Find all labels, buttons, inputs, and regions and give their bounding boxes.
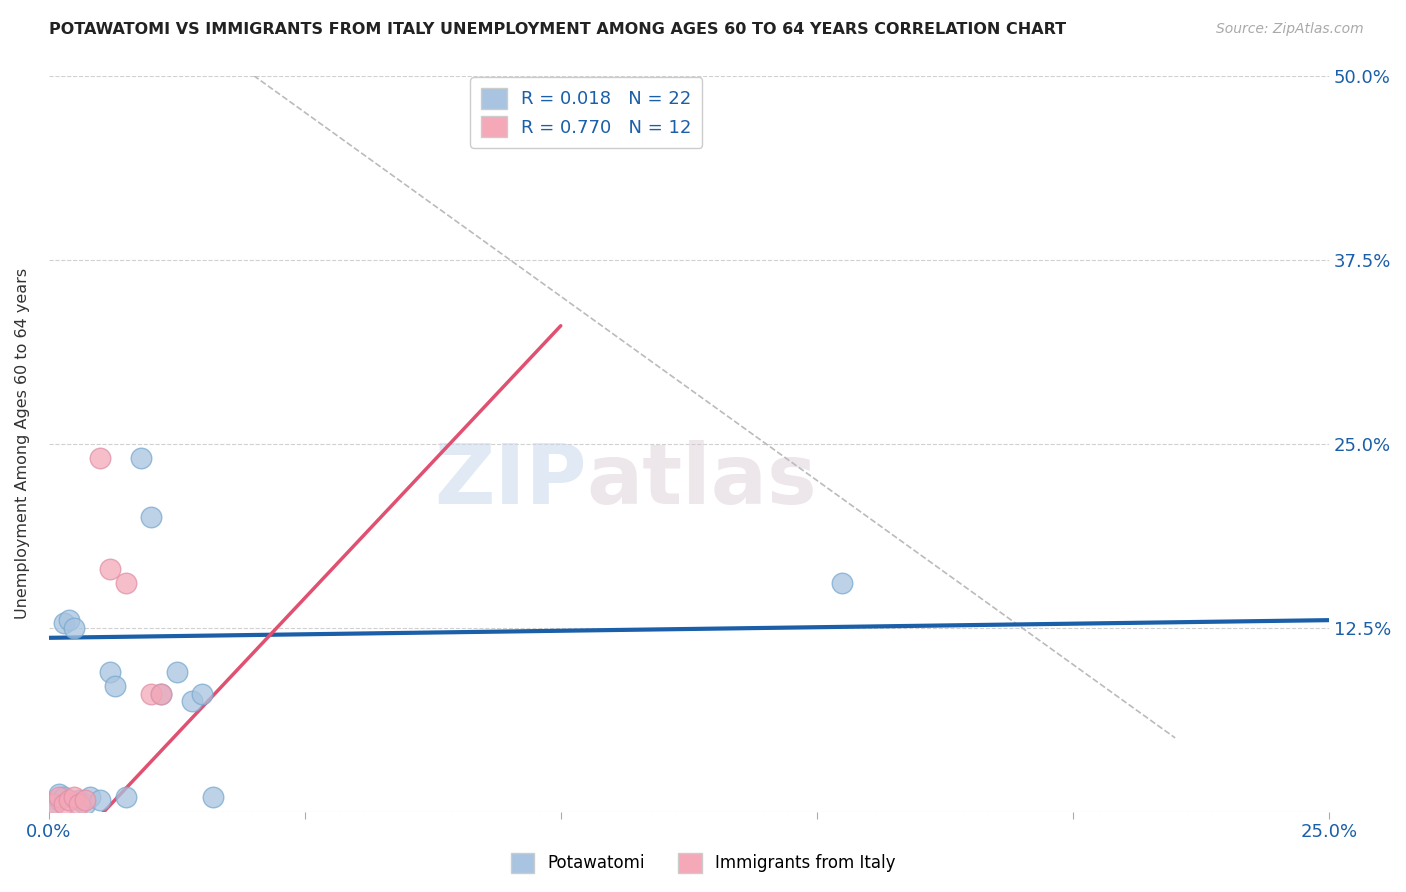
Point	[831, 576, 853, 591]
Text: ZIP: ZIP	[434, 440, 586, 521]
Point	[201, 789, 224, 804]
Text: POTAWATOMI VS IMMIGRANTS FROM ITALY UNEMPLOYMENT AMONG AGES 60 TO 64 YEARS CORRE: POTAWATOMI VS IMMIGRANTS FROM ITALY UNEM…	[49, 22, 1066, 37]
Point	[53, 616, 76, 631]
Point	[42, 797, 65, 812]
Point	[114, 576, 136, 591]
Point	[150, 687, 173, 701]
Text: atlas: atlas	[586, 440, 817, 521]
Point	[48, 787, 70, 801]
Point	[63, 789, 86, 804]
Point	[73, 793, 96, 807]
Point	[53, 797, 76, 812]
Point	[98, 665, 121, 679]
Point	[114, 789, 136, 804]
Point	[98, 561, 121, 575]
Point	[166, 665, 188, 679]
Point	[69, 793, 91, 807]
Point	[181, 694, 204, 708]
Y-axis label: Unemployment Among Ages 60 to 64 years: Unemployment Among Ages 60 to 64 years	[15, 268, 30, 619]
Point	[73, 797, 96, 812]
Legend: Potawatomi, Immigrants from Italy: Potawatomi, Immigrants from Italy	[503, 847, 903, 880]
Point	[89, 793, 111, 807]
Point	[141, 510, 163, 524]
Point	[42, 797, 65, 812]
Point	[48, 793, 70, 807]
Point	[141, 687, 163, 701]
Point	[69, 797, 91, 812]
Legend: R = 0.018   N = 22, R = 0.770   N = 12: R = 0.018 N = 22, R = 0.770 N = 12	[471, 78, 702, 148]
Point	[150, 687, 173, 701]
Point	[58, 613, 80, 627]
Point	[89, 451, 111, 466]
Point	[79, 789, 101, 804]
Point	[104, 680, 127, 694]
Point	[48, 789, 70, 804]
Point	[63, 620, 86, 634]
Point	[129, 451, 152, 466]
Text: Source: ZipAtlas.com: Source: ZipAtlas.com	[1216, 22, 1364, 37]
Point	[191, 687, 214, 701]
Point	[58, 793, 80, 807]
Point	[53, 789, 76, 804]
